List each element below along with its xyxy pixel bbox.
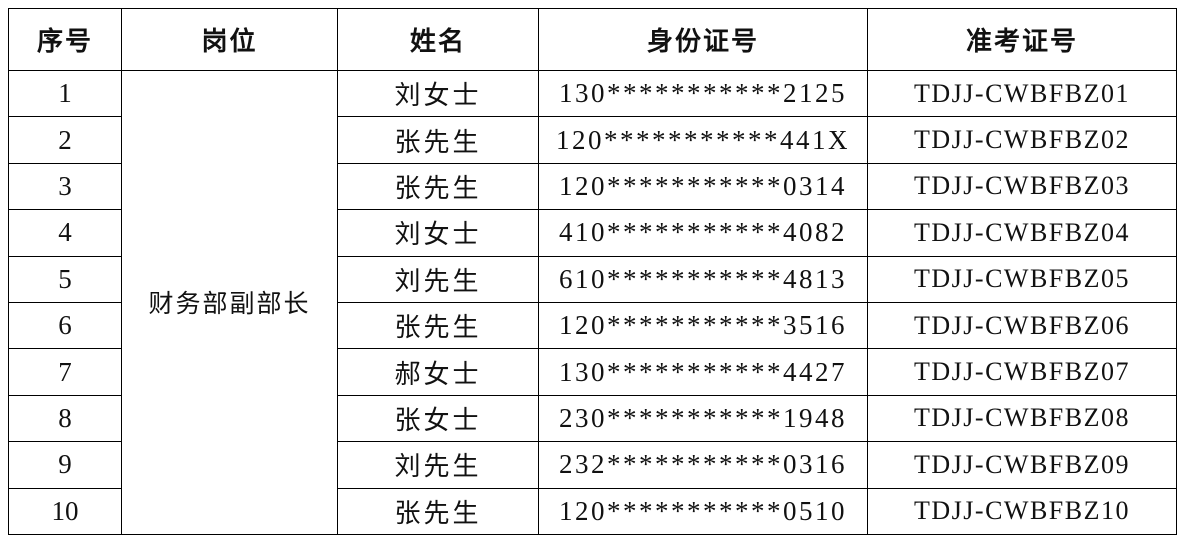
cell-id-number: 120***********0314 bbox=[538, 162, 868, 211]
candidate-table: 序号 岗位 姓名 身份证号 准考证号 1 财务部副部长 刘女士 130********… bbox=[8, 8, 1177, 535]
header-seq: 序号 bbox=[8, 8, 122, 71]
cell-name: 张先生 bbox=[337, 301, 539, 350]
cell-id-number: 410***********4082 bbox=[538, 209, 868, 257]
cell-seq: 8 bbox=[8, 394, 122, 443]
cell-exam-number: TDJJ-CWBFBZ07 bbox=[867, 348, 1177, 396]
cell-name: 张先生 bbox=[337, 487, 539, 535]
cell-exam-number: TDJJ-CWBFBZ10 bbox=[867, 487, 1177, 535]
cell-seq: 10 bbox=[8, 487, 122, 535]
header-row: 序号 岗位 姓名 身份证号 准考证号 bbox=[8, 8, 1177, 71]
cell-id-number: 610***********4813 bbox=[538, 255, 868, 303]
cell-name: 郝女士 bbox=[337, 348, 539, 396]
cell-exam-number: TDJJ-CWBFBZ08 bbox=[867, 394, 1177, 443]
cell-seq: 2 bbox=[8, 116, 122, 164]
table-row: 3 张先生 120***********0314 TDJJ-CWBFBZ03 bbox=[8, 162, 1177, 211]
cell-seq: 9 bbox=[8, 441, 122, 489]
cell-name: 刘先生 bbox=[337, 255, 539, 303]
cell-seq: 4 bbox=[8, 209, 122, 257]
cell-seq: 7 bbox=[8, 348, 122, 396]
cell-name: 刘女士 bbox=[337, 209, 539, 257]
cell-name: 张先生 bbox=[337, 116, 539, 164]
cell-seq: 3 bbox=[8, 162, 122, 211]
cell-exam-number: TDJJ-CWBFBZ04 bbox=[867, 209, 1177, 257]
cell-exam-number: TDJJ-CWBFBZ09 bbox=[867, 441, 1177, 489]
cell-exam-number: TDJJ-CWBFBZ01 bbox=[867, 69, 1177, 118]
cell-name: 刘先生 bbox=[337, 441, 539, 489]
cell-exam-number: TDJJ-CWBFBZ06 bbox=[867, 301, 1177, 350]
table-row: 10 张先生 120***********0510 TDJJ-CWBFBZ10 bbox=[8, 487, 1177, 535]
header-position: 岗位 bbox=[121, 8, 338, 71]
table-row: 5 刘先生 610***********4813 TDJJ-CWBFBZ05 bbox=[8, 255, 1177, 303]
cell-exam-number: TDJJ-CWBFBZ03 bbox=[867, 162, 1177, 211]
cell-name: 刘女士 bbox=[337, 69, 539, 118]
cell-exam-number: TDJJ-CWBFBZ05 bbox=[867, 255, 1177, 303]
cell-name: 张女士 bbox=[337, 394, 539, 443]
table-row: 2 张先生 120***********441X TDJJ-CWBFBZ02 bbox=[8, 116, 1177, 164]
cell-id-number: 130***********4427 bbox=[538, 348, 868, 396]
cell-exam-number: TDJJ-CWBFBZ02 bbox=[867, 116, 1177, 164]
header-id-number: 身份证号 bbox=[538, 8, 868, 71]
table-row: 6 张先生 120***********3516 TDJJ-CWBFBZ06 bbox=[8, 301, 1177, 350]
cell-position: 财务部副部长 bbox=[121, 70, 338, 535]
header-exam-number: 准考证号 bbox=[867, 8, 1177, 71]
cell-name: 张先生 bbox=[337, 162, 539, 211]
cell-seq: 6 bbox=[8, 301, 122, 350]
cell-seq: 1 bbox=[8, 69, 122, 118]
table-row: 8 张女士 230***********1948 TDJJ-CWBFBZ08 bbox=[8, 394, 1177, 443]
cell-id-number: 120***********0510 bbox=[538, 487, 868, 535]
table-row: 1 财务部副部长 刘女士 130***********2125 TDJJ-CWBFBZ0… bbox=[8, 69, 1177, 535]
cell-id-number: 120***********3516 bbox=[538, 301, 868, 350]
cell-id-number: 130***********2125 bbox=[538, 69, 868, 118]
cell-id-number: 120***********441X bbox=[538, 116, 868, 164]
cell-id-number: 232***********0316 bbox=[538, 441, 868, 489]
header-name: 姓名 bbox=[337, 8, 539, 71]
cell-seq: 5 bbox=[8, 255, 122, 303]
cell-id-number: 230***********1948 bbox=[538, 394, 868, 443]
table-row: 9 刘先生 232***********0316 TDJJ-CWBFBZ09 bbox=[8, 441, 1177, 489]
table-row: 4 刘女士 410***********4082 TDJJ-CWBFBZ04 bbox=[8, 209, 1177, 257]
